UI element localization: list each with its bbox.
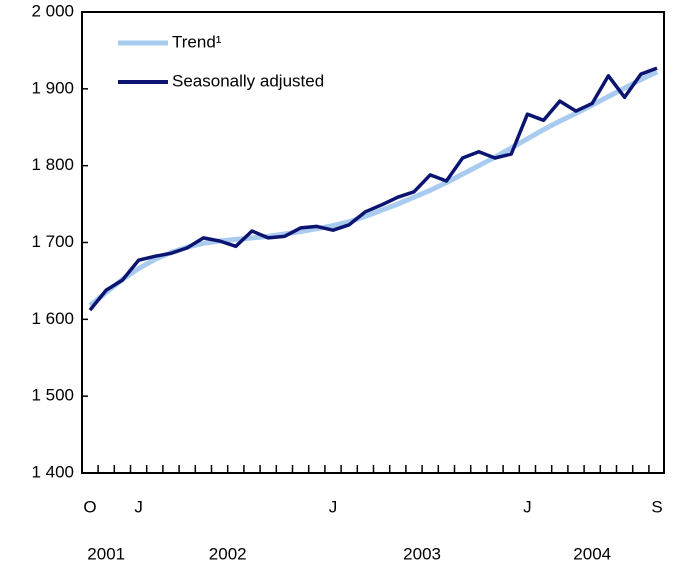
x-tick-label: J: [523, 497, 532, 516]
year-label: 2004: [573, 544, 611, 563]
y-tick-label: 1 600: [31, 309, 74, 328]
y-tick-label: 1 500: [31, 386, 74, 405]
year-label: 2002: [209, 544, 247, 563]
plot-frame: [81, 11, 665, 474]
y-tick-label: 1 700: [31, 232, 74, 251]
x-tick-label: O: [83, 497, 96, 516]
legend-label: Trend¹: [172, 32, 222, 51]
series-line: [88, 66, 658, 312]
year-label: 2001: [87, 544, 125, 563]
y-tick-label: 1 400: [31, 462, 74, 481]
x-tick-label: J: [134, 497, 143, 516]
y-tick-label: 1 800: [31, 155, 74, 174]
y-tick-label: 1 900: [31, 78, 74, 97]
x-tick-label: S: [651, 497, 662, 516]
y-tick-label: 2 000: [31, 1, 74, 20]
legend-label: Seasonally adjusted: [172, 71, 324, 90]
year-label: 2003: [403, 544, 441, 563]
x-tick-label: J: [329, 497, 338, 516]
